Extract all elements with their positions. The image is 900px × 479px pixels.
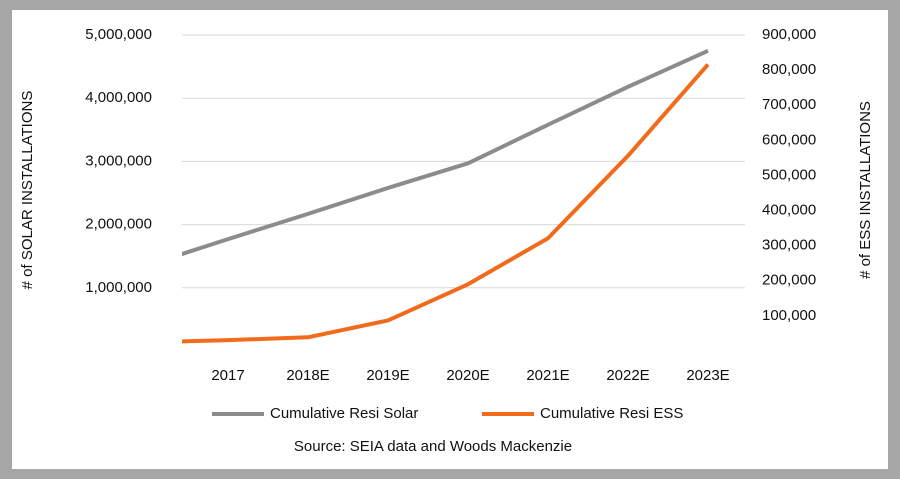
panel [12,10,888,469]
source-note: Source: SEIA data and Woods Mackenzie [294,438,572,455]
y2-tick-label: 800,000 [762,61,816,78]
y-tick-label: 1,000,000 [85,279,152,296]
y-axis-title: # of SOLAR INSTALLATIONS [19,91,36,290]
series-line [182,48,709,257]
x-tick-label: 2017 [211,367,244,384]
x-tick-label: 2023E [686,367,729,384]
y2-tick-label: 500,000 [762,166,816,183]
y2-tick-label: 400,000 [762,202,816,219]
x-tick-label: 2019E [366,367,409,384]
y2-tick-label: 100,000 [762,307,816,324]
x-tick-label: 2022E [606,367,649,384]
x-tick-label: 2021E [526,367,569,384]
y2-tick-label: 700,000 [762,96,816,113]
y-tick-label: 2,000,000 [85,216,152,233]
legend-label: Cumulative Resi ESS [540,405,683,422]
y-tick-label: 3,000,000 [85,152,152,169]
series-line [182,63,710,344]
y-tick-label: 5,000,000 [85,26,152,43]
y2-tick-label: 900,000 [762,26,816,43]
y2-tick-label: 200,000 [762,272,816,289]
y2-axis-title: # of ESS INSTALLATIONS [857,101,874,279]
y2-tick-label: 300,000 [762,237,816,254]
plot-area [182,48,710,344]
y2-tick-label: 600,000 [762,131,816,148]
y-tick-label: 4,000,000 [85,89,152,106]
legend-label: Cumulative Resi Solar [270,405,418,422]
x-tick-label: 2020E [446,367,489,384]
x-tick-label: 2018E [286,367,329,384]
